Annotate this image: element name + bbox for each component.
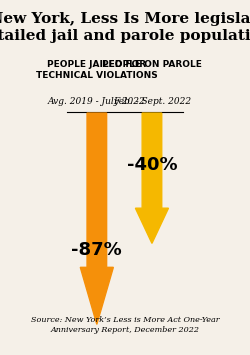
Text: Source: New York’s Less is More Act One-Year
Anniversary Report, December 2022: Source: New York’s Less is More Act One-… — [31, 316, 219, 334]
Text: In New York, Less Is More legislation
curtailed jail and parole populations: In New York, Less Is More legislation cu… — [0, 12, 250, 43]
Polygon shape — [136, 113, 168, 244]
Text: Avg. 2019 - July 2022: Avg. 2019 - July 2022 — [48, 97, 146, 106]
Text: PEOPLE JAILED FOR
TECHNICAL VIOLATIONS: PEOPLE JAILED FOR TECHNICAL VIOLATIONS — [36, 60, 158, 80]
Text: PEOPLE ON PAROLE: PEOPLE ON PAROLE — [102, 60, 202, 69]
Text: Feb. - Sept. 2022: Feb. - Sept. 2022 — [113, 97, 191, 106]
Text: -87%: -87% — [72, 241, 122, 260]
Polygon shape — [80, 113, 113, 324]
Text: -40%: -40% — [127, 156, 177, 174]
